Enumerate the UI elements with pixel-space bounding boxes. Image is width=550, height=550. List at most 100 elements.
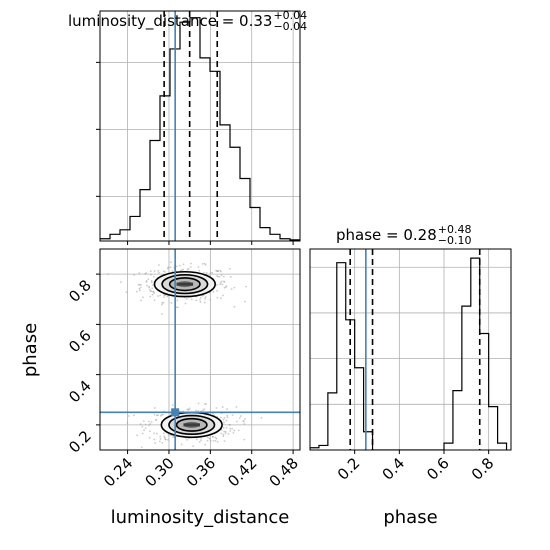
scatter-point [169,261,172,264]
scatter-point [126,421,129,424]
scatter-point [154,442,156,444]
scatter-point [204,296,207,298]
scatter-point [202,272,205,274]
scatter-point [136,434,138,437]
scatter-point [208,437,211,440]
scatter-point [175,265,178,268]
scatter-point [141,432,144,435]
scatter-point [195,438,198,441]
scatter-point [204,403,207,406]
tick-label-phase-x: 0.4 [379,454,409,484]
scatter-point [229,430,232,432]
scatter-point [225,426,228,429]
scatter-point [142,420,145,423]
scatter-point [153,438,156,441]
scatter-point [147,420,150,423]
scatter-point [140,446,143,449]
scatter-point [189,266,192,268]
scatter-point [222,426,225,429]
scatter-point [188,407,191,410]
scatter-point [159,435,162,438]
scatter-point [206,439,209,442]
scatter-point [149,295,152,298]
scatter-point [155,432,158,435]
scatter-point [219,281,222,284]
scatter-point [203,262,206,265]
scatter-point [216,274,218,277]
scatter-point [200,439,203,442]
scatter-point [225,419,228,422]
scatter-point [229,427,232,430]
scatter-point [138,289,141,292]
scatter-point [148,288,151,291]
scatter-point [207,436,209,439]
scatter-point [244,300,246,303]
scatter-point [149,430,151,433]
scatter-point [231,414,234,417]
scatter-point [177,306,179,309]
panel-frame [309,248,512,451]
tick-label-phase-y: 0.6 [65,326,95,356]
scatter-point [197,266,200,268]
scatter-point [182,263,185,266]
scatter-point [137,283,140,286]
hist-phase-title: phase = 0.28 +0.48 −0.10 [336,224,472,246]
scatter-point [204,263,207,266]
scatter-point [135,290,138,293]
scatter-point [153,432,155,435]
scatter-point [161,303,163,306]
scatter-point [190,298,193,301]
scatter-point [229,276,232,278]
scatter-point [224,286,227,288]
scatter-point [146,284,148,287]
scatter-point [199,298,201,301]
tick-label-luminosity-distance: 0.24 [100,454,136,490]
scatter-point [185,298,188,300]
scatter-point [197,402,200,405]
scatter-point [145,279,148,282]
scatter-point [170,302,173,304]
scatter-point [139,423,142,426]
scatter-point [222,275,225,278]
truth-marker [171,408,180,417]
scatter-point [155,418,158,421]
scatter-point [219,269,222,272]
tick-label-luminosity-distance: 0.36 [183,454,219,490]
scatter-point [260,416,263,419]
scatter-point [205,271,208,274]
scatter-point [224,430,227,433]
scatter-point [120,281,122,283]
scatter-point [212,436,215,438]
scatter-point [231,427,234,430]
scatter-point [167,266,170,269]
scatter-point [243,423,246,425]
scatter-point [184,302,187,305]
scatter-point [127,415,130,417]
scatter-point [223,440,226,442]
scatter-point [226,414,229,417]
scatter-point [138,287,141,290]
scatter-point [162,301,165,304]
scatter-point [148,285,151,288]
scatter-point [238,417,241,419]
scatter-point [186,408,189,411]
scatter-point [151,293,154,296]
scatter-point [141,296,144,299]
scatter-point [150,421,153,423]
scatter-point [214,440,217,442]
scatter-point [159,414,162,417]
scatter-point [153,299,156,302]
scatter-point [153,292,156,294]
scatter-point [220,432,223,435]
scatter-point [220,274,223,277]
tick-label-phase-y: 0.8 [65,276,95,306]
scatter-point [157,295,160,297]
scatter-point [163,436,166,439]
scatter-point [214,436,217,439]
scatter-point [229,267,231,270]
scatter-point [209,298,212,301]
scatter-point [159,294,162,297]
scatter-point [216,440,219,443]
scatter-point [149,423,152,425]
